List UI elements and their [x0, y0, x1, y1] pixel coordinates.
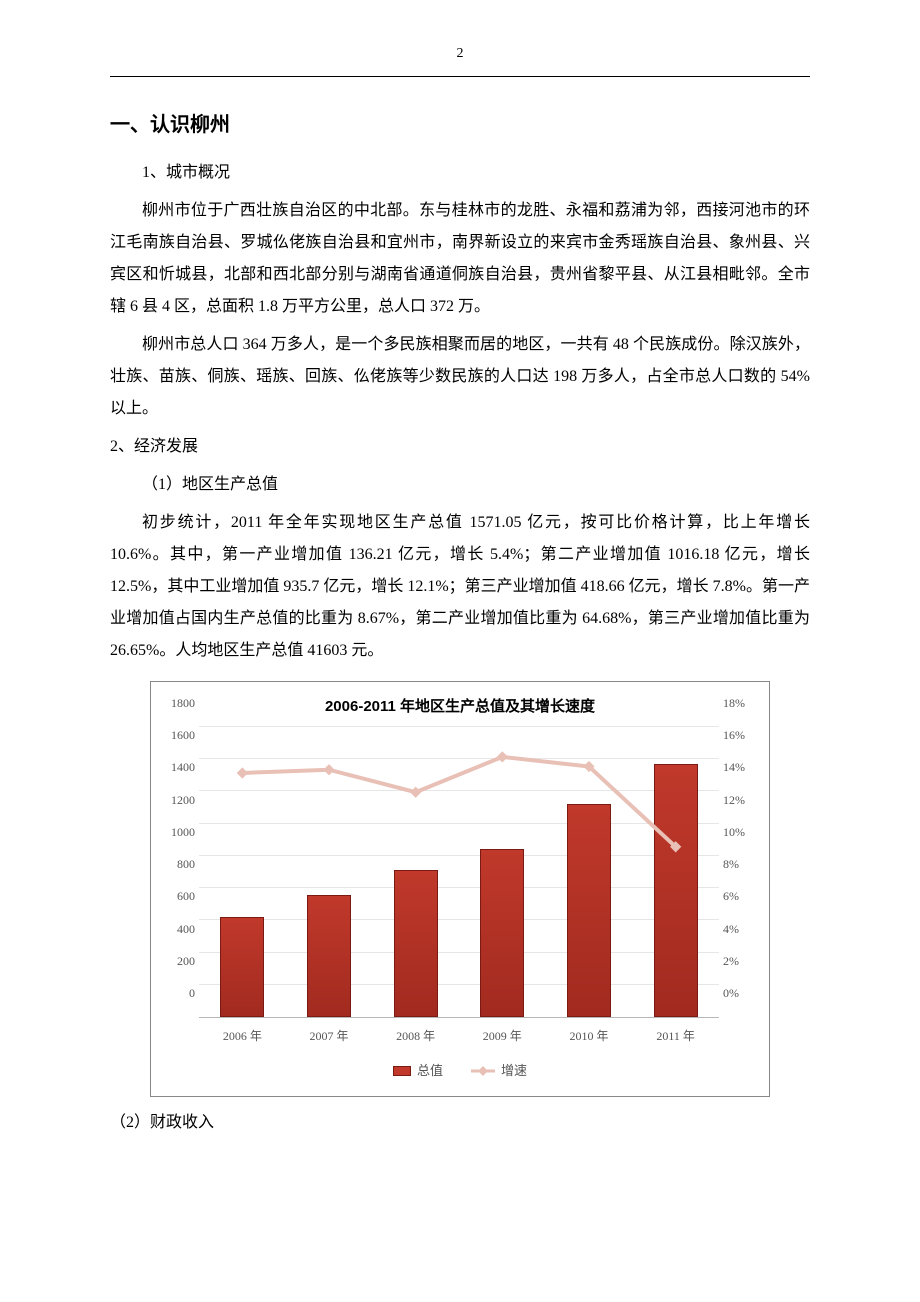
- chart-legend: 总值 增速: [151, 1048, 769, 1096]
- x-label: 2007 年: [299, 1024, 359, 1048]
- x-label: 2011 年: [646, 1024, 706, 1048]
- x-label: 2010 年: [559, 1024, 619, 1048]
- y-left-label: 600: [161, 884, 195, 908]
- chart-title: 2006-2011 年地区生产总值及其增长速度: [151, 682, 769, 728]
- y-right-label: 8%: [723, 852, 765, 876]
- legend-item-bar: 总值: [393, 1058, 443, 1084]
- chart-bar: [220, 917, 264, 1017]
- gdp-chart: 2006-2011 年地区生产总值及其增长速度 00%2002%4004%600…: [150, 681, 770, 1097]
- chart-bars: [199, 728, 719, 1017]
- subheading-economy: 2、经济发展: [110, 431, 810, 463]
- chart-bar: [480, 849, 524, 1017]
- y-left-label: 400: [161, 917, 195, 941]
- subheading-fiscal-revenue: （2）财政收入: [110, 1107, 810, 1139]
- chart-bar: [307, 895, 351, 1017]
- legend-swatch-line: [471, 1066, 495, 1076]
- chart-bar: [654, 764, 698, 1017]
- y-right-label: 14%: [723, 755, 765, 779]
- y-left-label: 1000: [161, 820, 195, 844]
- y-right-label: 12%: [723, 788, 765, 812]
- chart-bar: [567, 804, 611, 1017]
- paragraph-gdp: 初步统计，2011 年全年实现地区生产总值 1571.05 亿元，按可比价格计算…: [110, 507, 810, 667]
- y-left-label: 1400: [161, 755, 195, 779]
- legend-label-bar: 总值: [417, 1058, 443, 1084]
- chart-bar: [394, 870, 438, 1017]
- y-right-label: 10%: [723, 820, 765, 844]
- x-label: 2009 年: [472, 1024, 532, 1048]
- paragraph-overview-1: 柳州市位于广西壮族自治区的中北部。东与桂林市的龙胜、永福和荔浦为邻，西接河池市的…: [110, 195, 810, 323]
- legend-item-line: 增速: [471, 1058, 527, 1084]
- page-number: 2: [110, 40, 810, 68]
- y-left-label: 0: [161, 981, 195, 1005]
- legend-label-line: 增速: [501, 1058, 527, 1084]
- y-left-label: 1800: [161, 691, 195, 715]
- y-left-label: 800: [161, 852, 195, 876]
- header-rule: [110, 76, 810, 77]
- chart-plot-area: 00%2002%4004%6006%8008%100010%120012%140…: [199, 728, 719, 1018]
- y-left-label: 200: [161, 949, 195, 973]
- y-right-label: 0%: [723, 981, 765, 1005]
- y-right-label: 18%: [723, 691, 765, 715]
- y-right-label: 4%: [723, 917, 765, 941]
- y-right-label: 6%: [723, 884, 765, 908]
- legend-swatch-bar: [393, 1066, 411, 1076]
- subheading-city-overview: 1、城市概况: [110, 157, 810, 189]
- y-right-label: 2%: [723, 949, 765, 973]
- x-label: 2006 年: [212, 1024, 272, 1048]
- chart-x-labels: 2006 年 2007 年 2008 年 2009 年 2010 年 2011 年: [199, 1024, 719, 1048]
- paragraph-overview-2: 柳州市总人口 364 万多人，是一个多民族相聚而居的地区，一共有 48 个民族成…: [110, 329, 810, 425]
- x-label: 2008 年: [386, 1024, 446, 1048]
- heading-section-1: 一、认识柳州: [110, 105, 810, 145]
- y-left-label: 1600: [161, 723, 195, 747]
- subheading-gdp: （1）地区生产总值: [110, 469, 810, 501]
- y-right-label: 16%: [723, 723, 765, 747]
- y-left-label: 1200: [161, 788, 195, 812]
